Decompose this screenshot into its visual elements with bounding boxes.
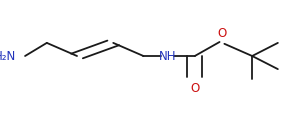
Text: O: O	[190, 81, 199, 94]
Text: H₂N: H₂N	[0, 50, 17, 63]
Text: NH: NH	[159, 50, 176, 63]
Text: O: O	[217, 27, 226, 40]
